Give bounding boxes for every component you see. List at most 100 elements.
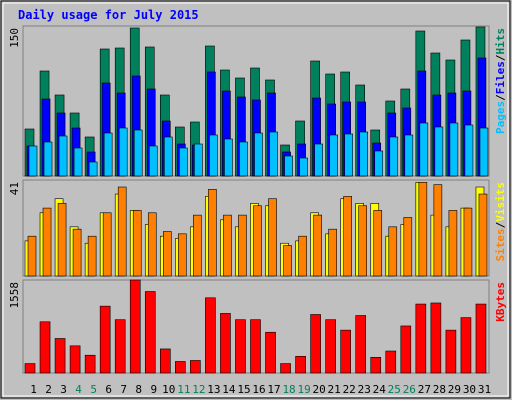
bar bbox=[148, 145, 158, 177]
x-tick-label: 27 bbox=[418, 383, 431, 396]
legend: KBytes bbox=[494, 282, 507, 322]
bar bbox=[385, 350, 397, 374]
bar bbox=[238, 214, 247, 277]
bar bbox=[224, 138, 233, 177]
bar bbox=[250, 319, 261, 374]
legend-entry: Visits bbox=[494, 182, 507, 222]
x-tick-label: 6 bbox=[105, 383, 112, 396]
bar bbox=[313, 214, 322, 277]
bar bbox=[403, 217, 413, 277]
x-tick-label: 16 bbox=[252, 383, 265, 396]
x-tick-label: 1 bbox=[30, 383, 37, 396]
bar bbox=[87, 235, 97, 277]
bar bbox=[57, 203, 67, 277]
bar bbox=[179, 147, 188, 177]
x-tick-label: 29 bbox=[448, 383, 461, 396]
x-tick-label: 24 bbox=[373, 383, 387, 396]
bar bbox=[42, 207, 52, 277]
x-tick-label: 19 bbox=[297, 383, 310, 396]
bar bbox=[117, 186, 127, 277]
legend-entry: Pages bbox=[494, 101, 507, 134]
bar bbox=[404, 134, 414, 177]
bar bbox=[178, 233, 187, 277]
x-tick-label: 8 bbox=[135, 383, 142, 396]
legend-separator: / bbox=[494, 94, 507, 101]
legend-entry: KBytes bbox=[494, 282, 507, 322]
bar bbox=[374, 150, 384, 177]
x-tick-label: 25 bbox=[388, 383, 401, 396]
bar bbox=[299, 157, 308, 177]
x-tick-label: 7 bbox=[120, 383, 127, 396]
bar bbox=[418, 182, 428, 277]
bar bbox=[209, 134, 218, 177]
x-tick-label: 23 bbox=[358, 383, 371, 396]
x-tick-label: 14 bbox=[222, 383, 236, 396]
bar bbox=[205, 297, 216, 374]
bar bbox=[159, 348, 171, 374]
bar bbox=[39, 321, 51, 374]
bar bbox=[147, 212, 157, 277]
bar bbox=[283, 245, 292, 277]
bar bbox=[265, 331, 276, 374]
bar bbox=[58, 135, 68, 177]
bar bbox=[73, 147, 83, 177]
bar bbox=[340, 329, 351, 374]
bar bbox=[430, 302, 442, 374]
legend-entry: Hits bbox=[494, 28, 507, 55]
bar bbox=[388, 226, 398, 277]
x-tick-label: 18 bbox=[282, 383, 295, 396]
x-tick-label: 31 bbox=[478, 383, 491, 396]
x-tick-label: 10 bbox=[162, 383, 175, 396]
bar bbox=[344, 133, 353, 177]
x-tick-label: 9 bbox=[150, 383, 157, 396]
bar bbox=[114, 319, 126, 374]
bar bbox=[370, 357, 382, 374]
bar bbox=[269, 131, 278, 177]
bar bbox=[193, 214, 202, 277]
bar bbox=[373, 210, 383, 277]
x-tick-label: 2 bbox=[45, 383, 52, 396]
x-tick-label: 26 bbox=[403, 383, 416, 396]
bar bbox=[129, 279, 141, 374]
bar bbox=[223, 214, 232, 277]
legend-entry: Files bbox=[494, 61, 507, 94]
y-tick-label: 150 bbox=[8, 28, 21, 48]
x-tick-label: 12 bbox=[192, 383, 205, 396]
bar bbox=[190, 360, 201, 374]
bar bbox=[175, 361, 186, 374]
bar bbox=[254, 132, 263, 177]
bar bbox=[433, 184, 443, 277]
bar bbox=[235, 319, 246, 374]
bar bbox=[27, 235, 37, 277]
bar bbox=[239, 141, 248, 177]
bar bbox=[253, 205, 262, 277]
legend-separator: / bbox=[494, 221, 507, 228]
y-tick-label: 1558 bbox=[8, 282, 21, 309]
bar bbox=[343, 196, 352, 277]
y-tick-label: 41 bbox=[8, 182, 21, 195]
x-tick-label: 5 bbox=[90, 383, 97, 396]
bar bbox=[325, 319, 336, 374]
x-tick-label: 21 bbox=[328, 383, 341, 396]
inner-border bbox=[2, 2, 509, 397]
bar bbox=[358, 205, 368, 277]
bar bbox=[54, 338, 66, 374]
bar bbox=[162, 231, 172, 277]
legend: Pages/Files/Hits bbox=[494, 28, 507, 134]
x-tick-label: 28 bbox=[433, 383, 446, 396]
bar bbox=[69, 345, 81, 374]
bar bbox=[329, 134, 338, 177]
x-tick-label: 13 bbox=[207, 383, 220, 396]
bar bbox=[464, 124, 474, 177]
bar bbox=[295, 355, 306, 374]
bar bbox=[133, 129, 143, 177]
x-tick-label: 11 bbox=[177, 383, 190, 396]
bar bbox=[103, 132, 113, 177]
x-tick-label: 4 bbox=[75, 383, 82, 396]
bar bbox=[72, 228, 82, 277]
bar bbox=[102, 212, 112, 277]
bar bbox=[194, 143, 203, 177]
bar bbox=[220, 313, 231, 374]
